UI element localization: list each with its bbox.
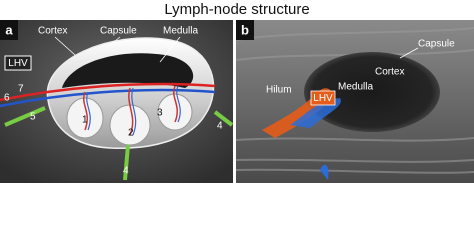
panel-label: a bbox=[5, 22, 13, 37]
figure-title: Lymph-node structure bbox=[164, 1, 309, 18]
figure: Lymph-node structure a Cortex Capsule Me… bbox=[0, 1, 474, 183]
number-label: 5 bbox=[30, 112, 36, 123]
panel-label: b bbox=[241, 22, 249, 37]
panel-a: a Cortex Capsule Medulla LHV 1 2 3 4 4 5… bbox=[0, 20, 234, 183]
vein bbox=[0, 88, 216, 108]
number-label: 7 bbox=[18, 84, 24, 95]
label-box bbox=[4, 55, 32, 71]
pointer-line bbox=[54, 36, 181, 63]
annotation: Medulla bbox=[163, 26, 198, 37]
number-label: 4 bbox=[123, 166, 129, 177]
lymph-node-ultrasound bbox=[304, 52, 440, 132]
label-box bbox=[310, 90, 336, 106]
pointer-line bbox=[399, 47, 419, 59]
number-label: 1 bbox=[82, 115, 88, 126]
annotation: Cortex bbox=[375, 67, 404, 78]
panel-b: b Capsule Cortex Hilum LHV Medulla bbox=[235, 20, 474, 183]
number-label: 3 bbox=[157, 108, 163, 119]
annotation: Hilum bbox=[266, 85, 292, 96]
artery bbox=[0, 82, 216, 102]
annotation: Medulla bbox=[338, 82, 373, 93]
number-label: 4 bbox=[217, 121, 223, 132]
lymphatic-vessel bbox=[4, 106, 234, 181]
branch-vessels bbox=[86, 85, 181, 136]
annotation: LHV bbox=[8, 58, 28, 69]
number-label: 2 bbox=[128, 128, 134, 139]
number-label: 6 bbox=[4, 93, 10, 104]
follicle bbox=[109, 104, 151, 146]
annotation: Cortex bbox=[38, 26, 67, 37]
panel-label-box bbox=[0, 20, 18, 40]
follicle bbox=[66, 97, 104, 139]
doppler-flow bbox=[290, 98, 341, 128]
branch-vessels bbox=[83, 85, 178, 136]
doppler-flow bbox=[320, 164, 329, 180]
annotation: LHV bbox=[313, 93, 333, 104]
panel-label-box bbox=[236, 20, 254, 40]
follicle bbox=[157, 93, 193, 131]
annotation: Capsule bbox=[100, 26, 137, 37]
annotation: Capsule bbox=[418, 39, 455, 50]
